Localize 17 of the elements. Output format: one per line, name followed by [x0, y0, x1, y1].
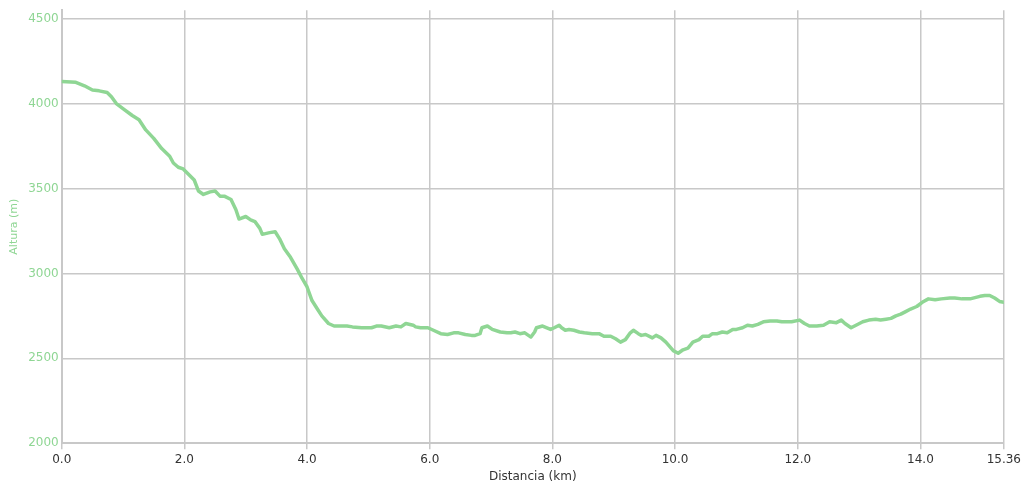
x-tick-label: 4.0: [297, 451, 317, 466]
y-tick-label: 3500: [28, 180, 59, 195]
x-tick-label: 10.0: [661, 451, 689, 466]
y-tick-label: 2000: [28, 435, 59, 450]
x-tick-label: 2.0: [174, 451, 194, 466]
y-tick-label: 4500: [28, 10, 59, 25]
x-tick-label: 12.0: [784, 451, 812, 466]
x-tick-label: 15.36: [986, 451, 1021, 466]
y-tick-label: 2500: [28, 350, 59, 365]
y-tick-label: 3000: [28, 265, 59, 280]
x-tick-label: 6.0: [420, 451, 440, 466]
x-tick-label: 8.0: [542, 451, 562, 466]
x-tick-label: 0.0: [52, 451, 72, 466]
x-axis-title: Distancia (km): [488, 468, 577, 483]
x-tick-label: 14.0: [907, 451, 934, 466]
y-tick-label: 4000: [28, 95, 59, 110]
y-axis-title: Altura (m): [7, 198, 21, 255]
